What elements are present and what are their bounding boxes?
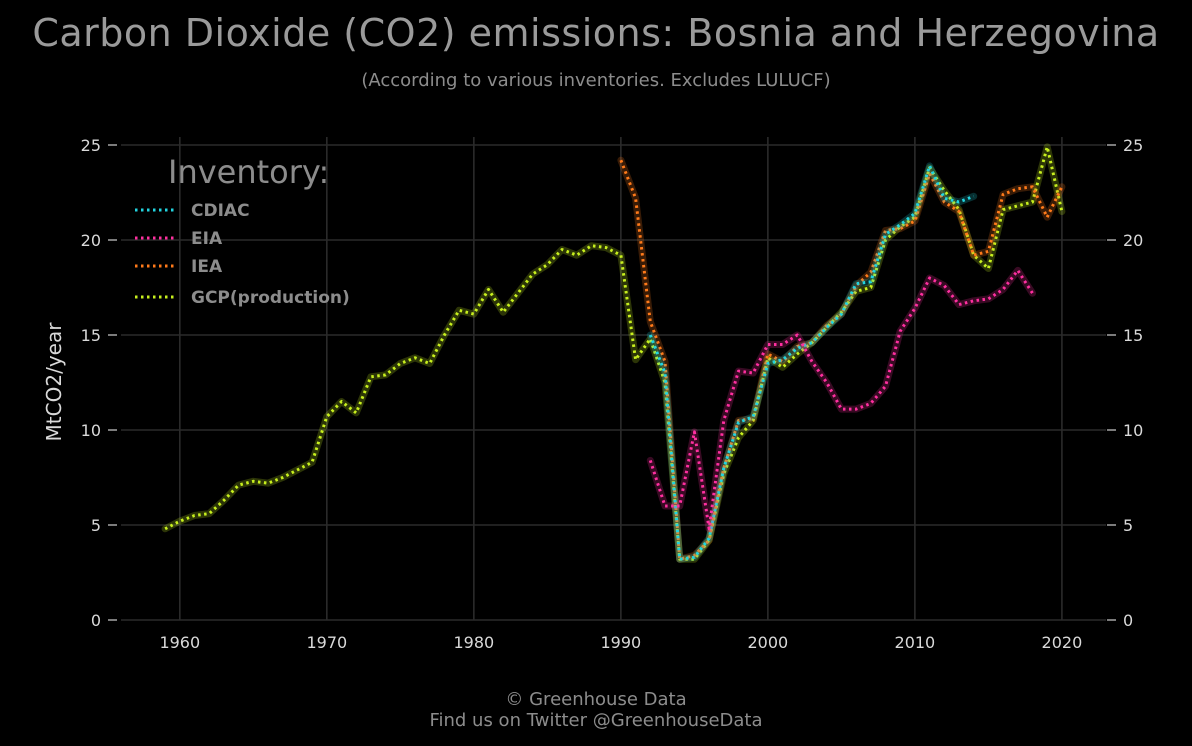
series-glow-iea: [617, 156, 1066, 563]
x-tick-label-2010: 2010: [895, 633, 936, 652]
legend-entry-cdiac: CDIAC: [135, 201, 250, 221]
series-gcp: [161, 143, 1066, 563]
y-tick-label-right-15: 15: [1123, 326, 1143, 345]
legend-entries: CDIAC EIA IEA GCP(production): [135, 201, 350, 308]
legend-entry-eia: EIA: [135, 229, 223, 249]
legend-label-iea: IEA: [191, 257, 223, 277]
series-line-cdiac: [648, 164, 975, 561]
y-tick-label-right-0: 0: [1123, 611, 1133, 630]
y-tick-label-left-0: 0: [91, 611, 101, 630]
x-tick-label-2000: 2000: [748, 633, 789, 652]
y-tick-label-right-10: 10: [1123, 421, 1143, 440]
legend-label-eia: EIA: [191, 229, 223, 249]
x-tick-label-1990: 1990: [600, 633, 641, 652]
x-tick-label-1960: 1960: [159, 633, 200, 652]
y-tick-label-right-20: 20: [1123, 231, 1143, 250]
legend-label-cdiac: CDIAC: [191, 201, 250, 221]
chart-title: Carbon Dioxide (CO2) emissions: Bosnia a…: [32, 11, 1159, 55]
y-tick-label-left-15: 15: [81, 326, 101, 345]
chart-subtitle: (According to various inventories. Exclu…: [361, 70, 830, 91]
data-series: [161, 143, 1066, 563]
y-tick-label-left-10: 10: [81, 421, 101, 440]
footer-twitter: Find us on Twitter @GreenhouseData: [429, 710, 762, 731]
legend-title: Inventory:: [168, 153, 329, 191]
x-tick-label-2020: 2020: [1042, 633, 1083, 652]
legend-entry-iea: IEA: [135, 257, 223, 277]
series-line-iea: [619, 159, 1064, 561]
series-eia: [646, 266, 1036, 533]
x-tick-label-1980: 1980: [453, 633, 494, 652]
series-line-gcp: [164, 145, 1064, 561]
y-tick-label-left-20: 20: [81, 231, 101, 250]
legend: Inventory: CDIAC EIA IEA GCP(production): [135, 153, 350, 308]
legend-label-gcp: GCP(production): [191, 288, 350, 308]
series-glow-gcp: [161, 143, 1066, 563]
footer-copyright: © Greenhouse Data: [505, 689, 686, 710]
series-iea: [617, 156, 1066, 563]
legend-entry-gcp: GCP(production): [135, 288, 350, 308]
y-tick-label-right-25: 25: [1123, 136, 1143, 155]
series-glow-eia: [646, 266, 1036, 533]
series-cdiac: [646, 162, 978, 563]
y-tick-label-left-5: 5: [91, 516, 101, 535]
x-tick-label-1970: 1970: [306, 633, 347, 652]
y-tick-label-left-25: 25: [81, 136, 101, 155]
y-tick-label-right-5: 5: [1123, 516, 1133, 535]
y-axis-label: MtCO2/year: [42, 322, 66, 442]
